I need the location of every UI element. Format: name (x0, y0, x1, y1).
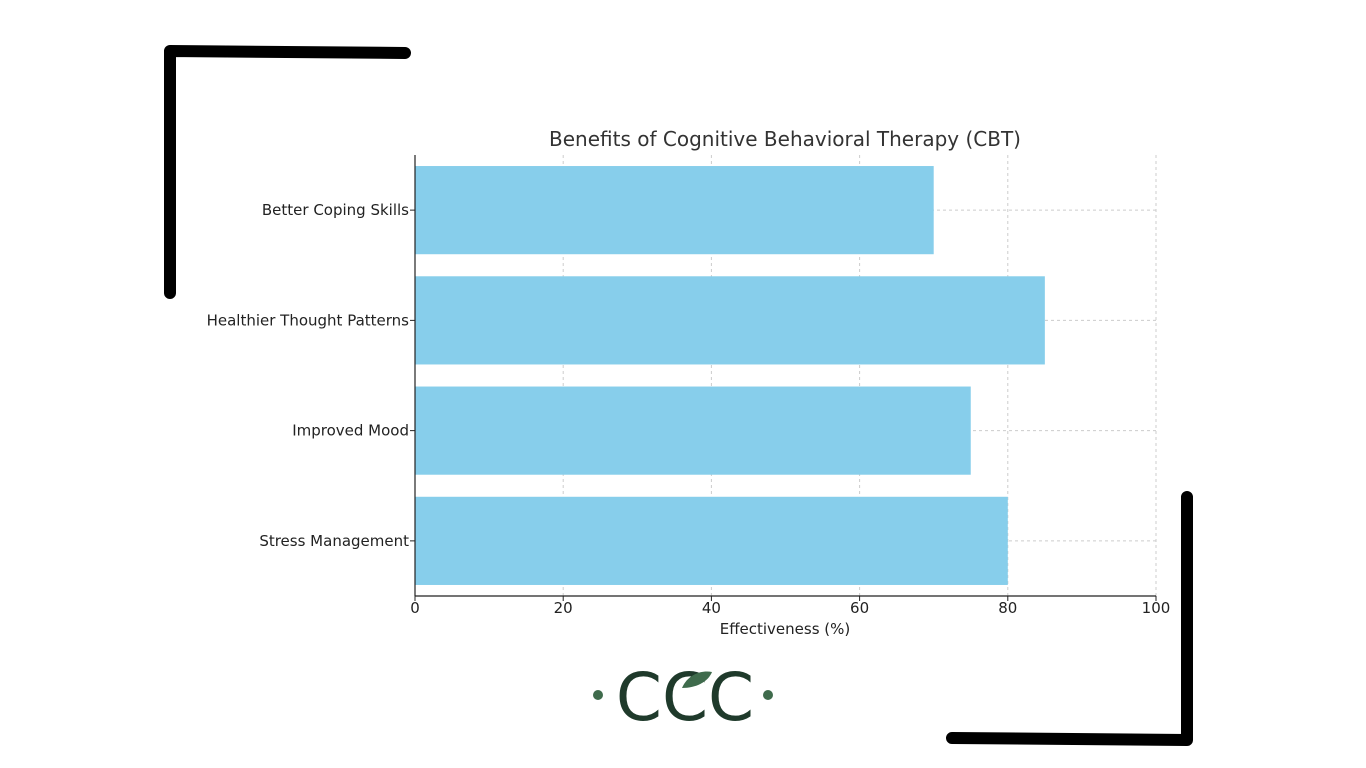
ccc-logo: CCC (593, 660, 773, 732)
bar (415, 166, 934, 255)
x-tick-label: 20 (554, 599, 573, 617)
x-tick-label: 40 (702, 599, 721, 617)
x-tick-label: 80 (998, 599, 1017, 617)
bar (415, 496, 1008, 585)
y-tick-label: Healthier Thought Patterns (207, 311, 410, 329)
bottom-right-corner-bracket (946, 491, 1193, 746)
x-tick-label: 60 (850, 599, 869, 617)
chart-title: Benefits of Cognitive Behavioral Therapy… (549, 127, 1021, 151)
logo-text: CCC (616, 660, 754, 732)
y-tick-label: Improved Mood (292, 422, 409, 440)
y-tick-label: Better Coping Skills (262, 201, 409, 219)
x-tick-label: 0 (410, 599, 420, 617)
bar-layer (415, 166, 1045, 585)
logo-leaf-icon (682, 671, 712, 688)
top-left-corner-bracket (164, 45, 411, 299)
x-axis-label: Effectiveness (%) (720, 620, 851, 638)
axis-layer: 0 20 40 60 80 100 Stress Management Improved Mo… (207, 155, 1171, 617)
bar (415, 276, 1045, 365)
logo-left-dot (593, 690, 603, 700)
y-tick-label: Stress Management (259, 532, 409, 550)
x-tick-label: 100 (1142, 599, 1171, 617)
bar (415, 386, 971, 475)
logo-right-dot (763, 690, 773, 700)
